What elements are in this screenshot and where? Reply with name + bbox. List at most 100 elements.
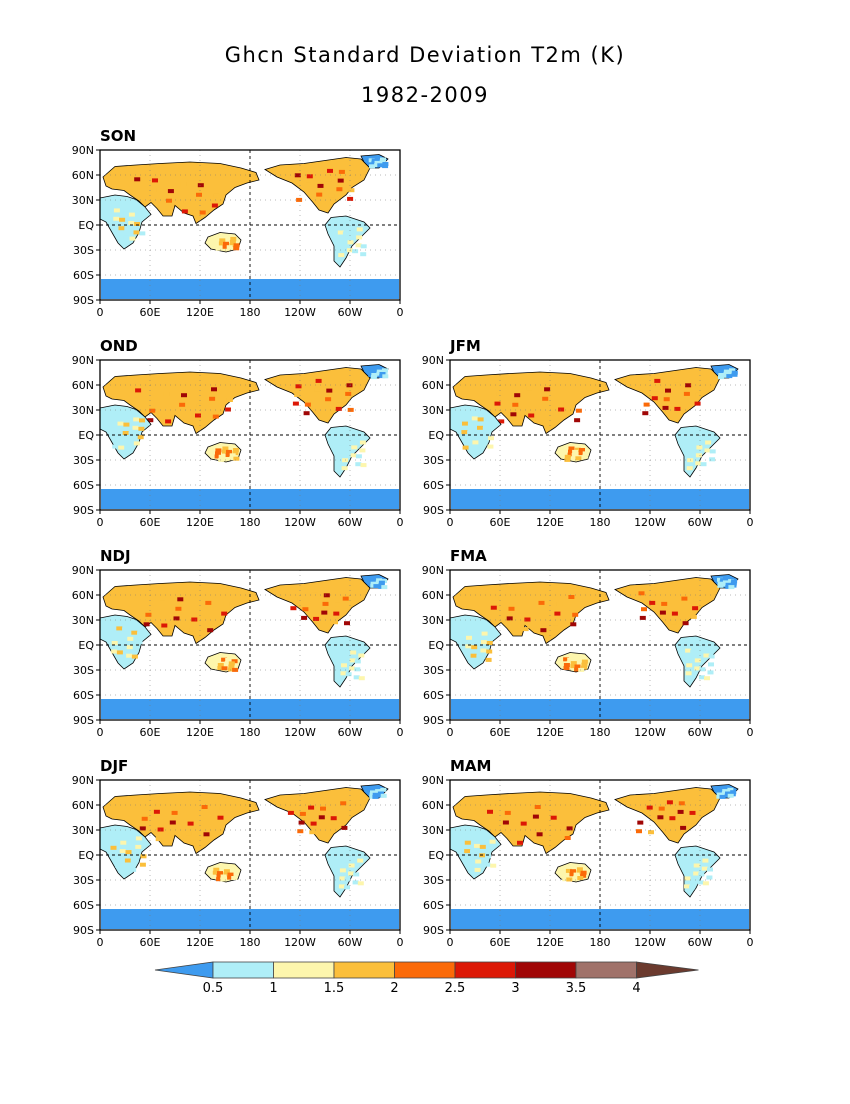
data-cell: [382, 368, 388, 373]
colorbar-label: 2: [390, 981, 398, 996]
data-cell: [659, 610, 666, 615]
data-cell: [373, 369, 380, 374]
data-cell: [118, 226, 125, 231]
data-cell: [476, 654, 483, 659]
data-cell: [209, 396, 216, 401]
data-cell: [140, 854, 147, 859]
data-cell: [691, 436, 698, 441]
panel-label: DJF: [100, 757, 128, 775]
data-cell: [708, 662, 714, 667]
lat-tick-label: 60S: [423, 479, 444, 492]
data-cell: [318, 815, 325, 820]
data-cell: [694, 401, 701, 406]
data-cell: [299, 811, 306, 816]
data-cell: [681, 596, 688, 601]
data-cell: [119, 849, 126, 854]
data-cell: [332, 620, 338, 625]
landmass-eurasia: [452, 371, 610, 435]
data-cell: [127, 440, 134, 445]
data-cell: [524, 617, 531, 622]
data-cell: [690, 452, 697, 457]
data-cell: [691, 444, 698, 449]
data-cell: [731, 372, 738, 377]
data-cell: [367, 581, 374, 586]
data-cell: [360, 244, 367, 249]
data-cell: [335, 406, 342, 411]
data-cell: [639, 615, 646, 620]
data-cell: [228, 661, 235, 666]
data-cell: [485, 854, 491, 859]
data-cell: [723, 373, 730, 378]
data-cell: [650, 592, 657, 597]
data-cell: [118, 445, 125, 450]
panel-label: FMA: [450, 547, 487, 565]
data-cell: [355, 243, 362, 248]
data-cell: [464, 840, 471, 845]
data-cell: [345, 672, 352, 677]
data-cell: [123, 422, 130, 427]
data-cell: [375, 580, 382, 585]
lat-tick-label: 60S: [423, 899, 444, 912]
data-cell: [636, 829, 642, 834]
data-cell: [716, 794, 723, 799]
data-cell: [113, 436, 119, 441]
data-cell: [579, 448, 585, 452]
lat-tick-label: 60S: [423, 689, 444, 702]
data-cell: [127, 636, 134, 641]
data-cell: [213, 662, 220, 667]
data-cell: [563, 663, 570, 667]
data-cell: [641, 607, 647, 612]
data-cell: [342, 239, 349, 244]
data-cell: [570, 664, 577, 669]
data-cell: [195, 413, 201, 418]
data-cell: [376, 578, 383, 583]
data-cell: [322, 601, 329, 606]
data-cell: [709, 457, 716, 462]
lat-tick-label: EQ: [78, 639, 94, 652]
data-cell: [370, 581, 377, 586]
landmass-eurasia: [102, 371, 260, 435]
data-cell: [686, 466, 693, 471]
data-cell: [570, 869, 576, 874]
colorbar-label: 2.5: [445, 981, 466, 996]
data-cell: [297, 829, 304, 834]
data-cell: [654, 378, 661, 383]
data-cell: [669, 816, 676, 821]
lon-tick-label: 120W: [284, 516, 316, 529]
data-cell: [467, 431, 474, 435]
data-cell: [697, 857, 704, 862]
data-cell: [727, 793, 734, 798]
data-cell: [701, 866, 708, 871]
lat-tick-label: EQ: [78, 429, 94, 442]
data-cell: [350, 650, 357, 655]
data-cell: [163, 392, 170, 396]
data-cell: [484, 862, 491, 867]
data-cell: [480, 648, 487, 653]
data-cell: [357, 858, 364, 863]
data-cell: [693, 863, 700, 868]
data-cell: [217, 663, 224, 667]
data-cell: [482, 435, 489, 440]
data-cell: [220, 874, 227, 879]
data-cell: [379, 372, 386, 376]
lon-tick-label: 120E: [536, 936, 564, 949]
lon-tick-label: 120E: [186, 936, 214, 949]
data-cell: [334, 867, 341, 872]
data-cell: [221, 666, 228, 671]
data-cell: [369, 792, 376, 797]
data-cell: [474, 867, 481, 872]
data-cell: [460, 626, 467, 631]
colorbar-low-arrow: [154, 961, 214, 979]
data-cell: [668, 824, 675, 829]
data-cell: [488, 436, 494, 441]
data-cell: [205, 600, 212, 605]
data-cell: [224, 664, 231, 669]
data-cell: [728, 370, 735, 375]
data-cell: [358, 653, 365, 658]
data-cell: [343, 862, 350, 867]
data-cell: [341, 663, 347, 668]
data-cell: [216, 877, 223, 882]
lat-tick-label: 90S: [73, 294, 94, 307]
